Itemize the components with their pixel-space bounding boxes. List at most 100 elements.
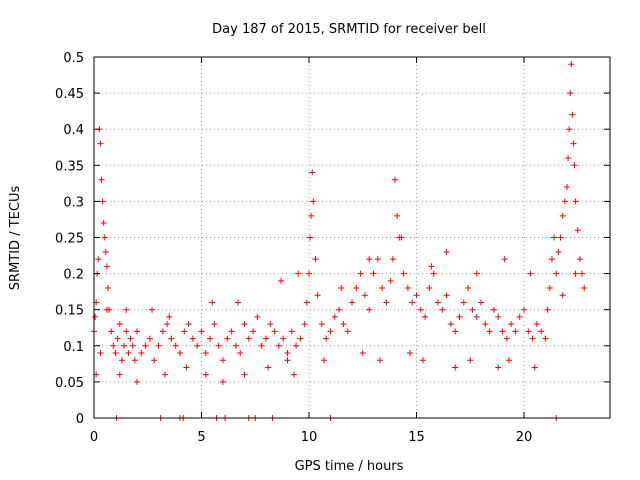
y-axis-label: SRMTID / TECUs — [8, 186, 23, 291]
data-point — [379, 285, 386, 292]
data-point — [564, 183, 570, 190]
data-point — [400, 270, 407, 277]
data-point — [138, 350, 145, 357]
data-point — [525, 328, 532, 335]
data-point — [100, 220, 107, 227]
data-point — [284, 350, 291, 357]
data-point — [338, 285, 345, 292]
data-point — [570, 140, 577, 147]
data-point — [116, 321, 123, 328]
x-axis-label: GPS time / hours — [295, 459, 404, 474]
data-point — [237, 350, 244, 357]
data-point — [297, 335, 304, 342]
axis-ticks — [93, 56, 610, 419]
data-point — [557, 234, 564, 241]
data-point — [97, 140, 104, 147]
data-point — [125, 350, 132, 357]
data-point — [275, 342, 282, 349]
data-point — [228, 328, 235, 335]
data-point — [443, 292, 450, 299]
data-point — [469, 306, 476, 313]
data-point — [142, 342, 149, 349]
data-point — [224, 335, 231, 342]
data-point — [97, 350, 104, 357]
data-point — [103, 263, 110, 270]
data-point — [569, 111, 576, 118]
data-point — [92, 313, 99, 320]
y-tick-label: 0.25 — [55, 232, 84, 247]
data-points — [91, 61, 588, 421]
data-point — [467, 357, 474, 364]
data-point — [426, 285, 433, 292]
y-tick-label: 0.3 — [63, 195, 84, 210]
data-point — [209, 299, 216, 306]
data-point — [499, 328, 506, 335]
data-point — [241, 321, 248, 328]
data-point — [177, 350, 183, 357]
data-point — [101, 234, 108, 241]
data-point — [559, 212, 566, 219]
data-point — [271, 328, 278, 335]
data-point — [559, 292, 566, 299]
x-tick-label: 15 — [408, 430, 425, 445]
data-point — [428, 263, 435, 270]
data-point — [505, 357, 512, 364]
data-point — [516, 313, 523, 320]
data-point — [419, 357, 426, 364]
data-point — [336, 306, 343, 313]
data-point — [314, 292, 321, 299]
data-point — [490, 306, 497, 313]
data-point — [123, 306, 130, 313]
data-point — [306, 270, 312, 277]
data-point — [129, 342, 136, 349]
data-point — [473, 313, 480, 320]
data-point — [561, 198, 568, 205]
y-tick-labels: 0 0.05 0.1 0.15 0.2 0.25 0.3 0.35 0.4 0.45 0.5 — [55, 51, 84, 427]
data-point — [149, 306, 156, 313]
data-point — [456, 313, 463, 320]
data-point — [376, 357, 383, 364]
x-tick-label: 10 — [301, 430, 318, 445]
data-point — [366, 306, 373, 313]
data-point — [207, 335, 214, 342]
data-point — [398, 234, 405, 241]
data-point — [161, 371, 168, 378]
data-point — [250, 328, 257, 335]
data-point — [359, 350, 366, 357]
data-point — [417, 306, 424, 313]
chart-title: Day 187 of 2015, SRMTID for receiver bel… — [212, 22, 486, 37]
data-point — [349, 299, 355, 306]
data-point — [389, 256, 396, 263]
data-point — [430, 270, 437, 277]
data-point — [254, 313, 261, 320]
data-point — [529, 335, 536, 342]
data-point — [565, 155, 572, 162]
data-point — [344, 328, 351, 335]
grid — [94, 57, 610, 418]
data-point — [189, 335, 196, 342]
data-point — [392, 176, 398, 183]
data-point — [151, 357, 158, 364]
data-point — [194, 342, 201, 349]
data-point — [551, 234, 558, 241]
data-point — [280, 335, 287, 342]
data-point — [318, 321, 325, 328]
data-point — [567, 90, 574, 97]
data-point — [404, 285, 411, 292]
data-point — [181, 328, 188, 335]
data-point — [312, 256, 319, 263]
data-point — [503, 335, 510, 342]
data-point — [422, 313, 429, 320]
data-point — [581, 285, 588, 292]
data-point — [220, 378, 226, 385]
data-point — [245, 335, 252, 342]
data-point — [374, 256, 381, 263]
data-point — [114, 335, 121, 342]
data-point — [321, 357, 328, 364]
data-point — [508, 321, 515, 328]
data-point — [579, 270, 586, 277]
data-point — [568, 61, 575, 68]
data-point — [387, 277, 394, 284]
